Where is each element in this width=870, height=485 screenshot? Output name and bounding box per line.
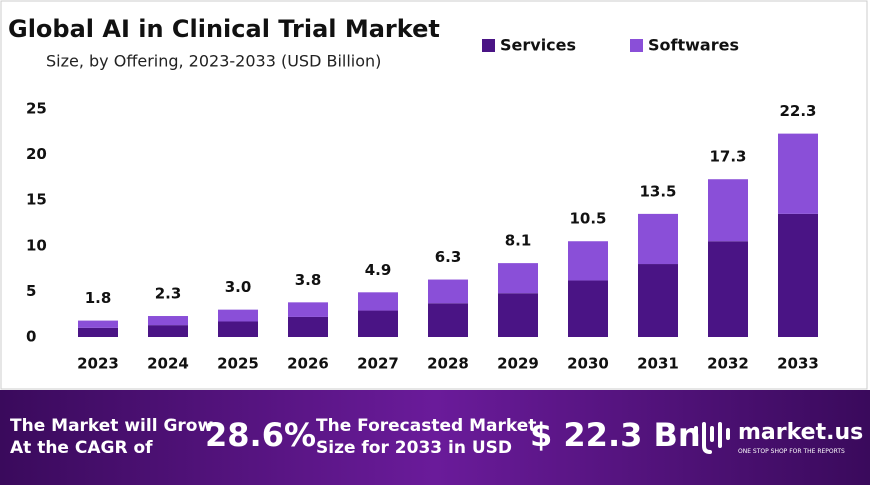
cagr-text: The Market will Grow At the CAGR of xyxy=(10,415,213,459)
value-label: 4.9 xyxy=(365,261,392,279)
value-label: 22.3 xyxy=(779,102,816,120)
x-tick-label: 2033 xyxy=(777,355,819,373)
bar-segment xyxy=(638,213,678,265)
x-tick-label: 2025 xyxy=(217,355,259,373)
value-label: 10.5 xyxy=(569,210,606,228)
bar-segment xyxy=(218,309,258,322)
chart-subtitle: Size, by Offering, 2023-2033 (USD Billio… xyxy=(46,52,381,71)
forecast-value: $ 22.3 Bn xyxy=(530,416,701,454)
banner: The Market will Grow At the CAGR of 28.6… xyxy=(0,390,870,485)
bar-segment xyxy=(358,292,398,311)
forecast-line: The Forecasted Market xyxy=(316,416,537,436)
bar-segment xyxy=(498,263,538,294)
bar-segment xyxy=(148,316,188,326)
forecast-line: Size for 2033 in USD xyxy=(316,438,513,458)
cagr-line: The Market will Grow xyxy=(10,416,214,436)
bar-segment xyxy=(78,320,118,328)
forecast-text: The Forecasted Market Size for 2033 in U… xyxy=(316,415,536,459)
value-label: 2.3 xyxy=(155,285,182,303)
y-tick-label: 25 xyxy=(26,100,47,118)
bar-segment xyxy=(568,241,608,281)
legend-label: Softwares xyxy=(648,36,739,55)
x-tick-label: 2029 xyxy=(497,355,539,373)
bar-segment xyxy=(708,179,748,242)
legend-swatch xyxy=(630,39,643,52)
cagr-value: 28.6% xyxy=(205,416,317,454)
bar-segment xyxy=(568,280,608,337)
value-label: 3.0 xyxy=(225,278,252,296)
y-tick-label: 15 xyxy=(26,191,47,209)
bar-segment xyxy=(218,321,258,337)
chart: Global AI in Clinical Trial Market Size,… xyxy=(0,0,868,390)
legend-swatch xyxy=(482,39,495,52)
value-label: 13.5 xyxy=(639,182,676,200)
x-tick-label: 2031 xyxy=(637,355,679,373)
cagr-line: At the CAGR of xyxy=(10,438,153,458)
x-tick-label: 2032 xyxy=(707,355,749,373)
bar-segment xyxy=(428,303,468,337)
y-tick-label: 5 xyxy=(26,282,36,300)
bar-segment xyxy=(358,310,398,337)
chart-title: Global AI in Clinical Trial Market xyxy=(8,15,440,43)
y-tick-label: 20 xyxy=(26,145,47,163)
bar-segment xyxy=(288,316,328,337)
y-tick-label: 0 xyxy=(26,328,36,346)
value-label: 1.8 xyxy=(85,289,112,307)
bar-segment xyxy=(778,133,818,214)
logo-icon xyxy=(694,422,730,454)
value-label: 8.1 xyxy=(505,232,532,250)
legend-label: Services xyxy=(500,36,576,55)
bar-segment xyxy=(778,213,818,337)
bar-segment xyxy=(638,264,678,337)
value-label: 6.3 xyxy=(435,248,462,266)
bar-segment xyxy=(78,327,118,337)
value-label: 3.8 xyxy=(295,271,322,289)
bar-segment xyxy=(708,241,748,337)
brand: market.us xyxy=(738,420,864,445)
x-tick-label: 2024 xyxy=(147,355,189,373)
bar-segment xyxy=(288,302,328,317)
x-tick-label: 2027 xyxy=(357,355,399,373)
bar-segment xyxy=(148,325,188,337)
y-tick-label: 10 xyxy=(26,236,47,254)
value-label: 17.3 xyxy=(709,148,746,166)
x-tick-label: 2030 xyxy=(567,355,609,373)
bar-segment xyxy=(498,293,538,337)
bar-segment xyxy=(428,279,468,304)
x-tick-label: 2023 xyxy=(77,355,119,373)
x-tick-label: 2028 xyxy=(427,355,469,373)
tagline: ONE STOP SHOP FOR THE REPORTS xyxy=(738,448,845,455)
x-tick-label: 2026 xyxy=(287,355,329,373)
